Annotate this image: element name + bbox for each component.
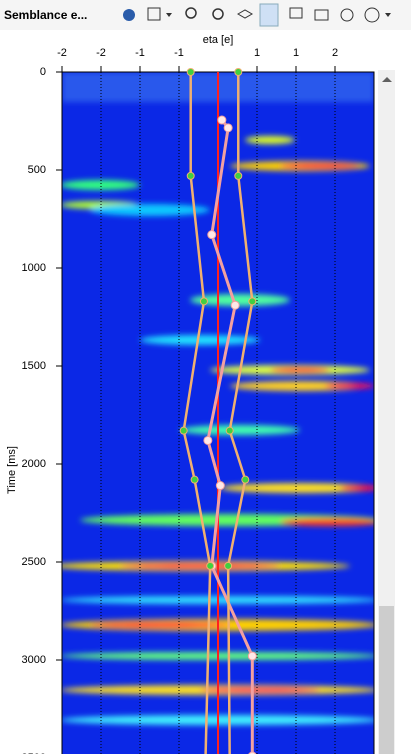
- toolbar: Semblance e...: [0, 0, 411, 31]
- y-axis-label: Time [ms]: [6, 446, 18, 494]
- y-tick-label: 0: [40, 66, 46, 78]
- x-tick-label: 1: [293, 47, 299, 59]
- y-tick-label: 1500: [22, 360, 46, 372]
- select-icon[interactable]: [147, 7, 161, 21]
- comment-icon[interactable]: [289, 7, 303, 19]
- x-tick-label: -2: [57, 47, 67, 59]
- scrollbar[interactable]: [378, 70, 395, 754]
- pick-point: [186, 68, 195, 76]
- scroll-up-arrow[interactable]: [382, 77, 392, 82]
- pick-point: [234, 171, 243, 180]
- x-axis-label: eta [e]: [203, 34, 234, 46]
- scrollbar-thumb[interactable]: [379, 606, 394, 754]
- pick-point: [179, 426, 188, 435]
- toolbar-icons: [123, 3, 391, 27]
- pick-point: [215, 481, 225, 491]
- y-tick-label: 1000: [22, 262, 46, 274]
- pick-point: [241, 475, 250, 484]
- y-tick-label: 2000: [22, 458, 46, 470]
- pick-point: [199, 297, 208, 306]
- zoom-icon[interactable]: [185, 7, 197, 19]
- pick-point: [217, 115, 227, 125]
- pick-point: [225, 426, 234, 435]
- y-tick-label: 3000: [22, 654, 46, 666]
- pick-point: [224, 561, 233, 570]
- y-tick-label: 2500: [22, 556, 46, 568]
- layers-icon[interactable]: [236, 9, 254, 19]
- pick-point: [203, 435, 213, 445]
- pan-icon[interactable]: [212, 8, 224, 20]
- pick-point: [206, 561, 215, 570]
- pick-point: [230, 300, 240, 310]
- view-icon[interactable]: [340, 8, 354, 22]
- panel-title: Semblance e...: [4, 8, 88, 22]
- x-tick-label: 2: [332, 47, 338, 59]
- pick-point: [247, 651, 257, 661]
- x-tick-label: -1: [174, 47, 184, 59]
- x-tick-label: 1: [254, 47, 260, 59]
- pick-point: [223, 123, 233, 133]
- pick-icon[interactable]: [259, 3, 279, 27]
- settings-icon[interactable]: [123, 9, 135, 21]
- pick-point: [207, 230, 217, 240]
- export-icon[interactable]: [314, 9, 329, 21]
- pick-point: [190, 475, 199, 484]
- pick-point: [248, 297, 257, 306]
- pick-point: [234, 68, 243, 76]
- y-tick-label: 3500: [22, 752, 46, 754]
- x-tick-label: -2: [96, 47, 106, 59]
- x-tick-label: -1: [135, 47, 145, 59]
- dropdown-icon[interactable]: [166, 13, 172, 17]
- y-tick-label: 500: [28, 164, 46, 176]
- dropdown-icon[interactable]: [385, 13, 391, 17]
- semblance-image: [62, 72, 374, 754]
- pick-point: [186, 171, 195, 180]
- compass-icon[interactable]: [364, 7, 380, 23]
